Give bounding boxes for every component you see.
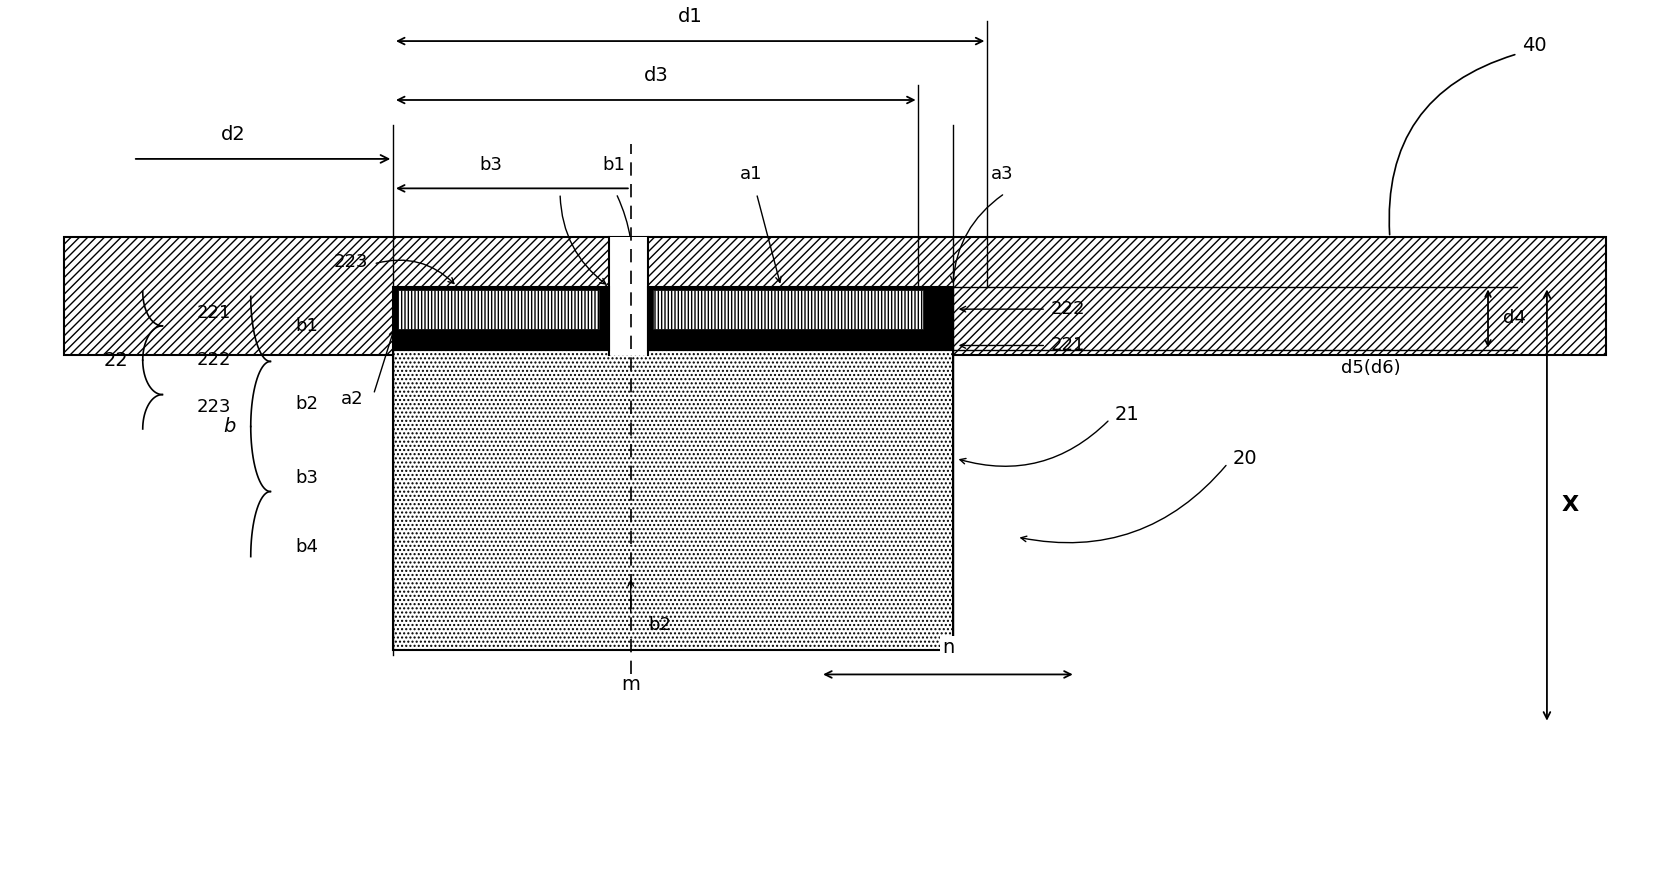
Text: b1: b1: [603, 156, 625, 173]
Text: b3: b3: [480, 156, 503, 173]
Text: a1: a1: [740, 165, 762, 184]
Text: d1: d1: [678, 7, 702, 26]
Text: b3: b3: [294, 469, 317, 487]
Text: m: m: [622, 675, 640, 694]
Text: d4: d4: [1502, 310, 1526, 327]
Bar: [63, 237, 1606, 355]
Bar: [610, 287, 648, 350]
Bar: [610, 237, 648, 355]
Text: a2: a2: [341, 390, 364, 409]
Bar: [648, 287, 952, 350]
Bar: [393, 350, 952, 650]
Text: 221: 221: [197, 304, 231, 322]
Text: b2: b2: [294, 396, 317, 413]
Text: d3: d3: [643, 66, 668, 85]
Text: d2: d2: [221, 125, 246, 144]
Text: 223: 223: [334, 253, 369, 271]
Text: n: n: [942, 638, 954, 657]
Text: b: b: [224, 417, 236, 436]
Text: 21: 21: [1115, 405, 1140, 423]
Text: b4: b4: [294, 538, 317, 556]
Text: 222: 222: [197, 351, 231, 369]
Bar: [653, 290, 924, 329]
Text: d5(d6): d5(d6): [1340, 359, 1400, 377]
Bar: [398, 290, 600, 329]
Text: 22: 22: [104, 351, 129, 370]
Bar: [393, 287, 610, 350]
Text: b2: b2: [648, 616, 672, 634]
Text: b1: b1: [294, 317, 317, 335]
Text: X: X: [1562, 495, 1579, 515]
Text: 221: 221: [1051, 337, 1086, 354]
Text: 20: 20: [1233, 449, 1257, 468]
Text: 223: 223: [197, 398, 231, 416]
Text: 40: 40: [1522, 37, 1547, 55]
Text: 222: 222: [1051, 300, 1086, 318]
Text: a3: a3: [991, 165, 1013, 184]
